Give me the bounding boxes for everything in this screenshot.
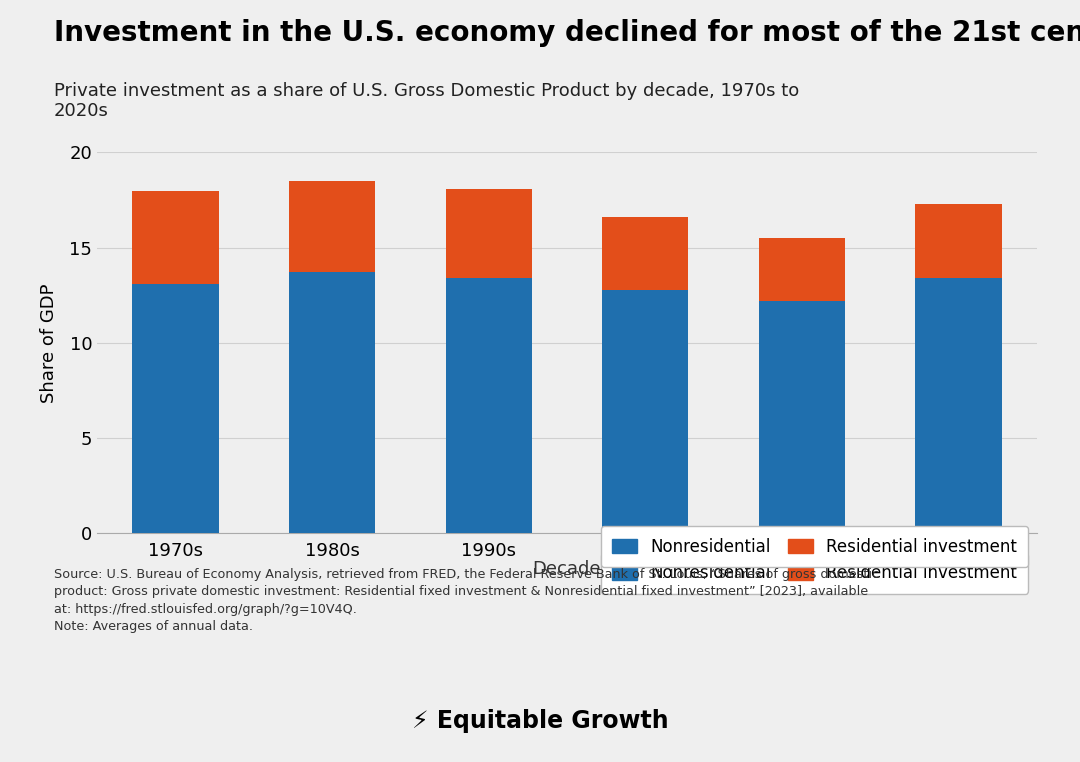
Text: ⚡ Equitable Growth: ⚡ Equitable Growth bbox=[411, 709, 669, 733]
Bar bbox=[289, 272, 375, 533]
Text: Private investment as a share of U.S. Gross Domestic Product by decade, 1970s to: Private investment as a share of U.S. Gr… bbox=[54, 82, 799, 120]
Legend: Nonresidential, Residential investment: Nonresidential, Residential investment bbox=[600, 552, 1028, 594]
Y-axis label: Share of GDP: Share of GDP bbox=[40, 283, 58, 402]
Text: Decade: Decade bbox=[532, 560, 602, 578]
Bar bbox=[603, 217, 688, 290]
Bar bbox=[759, 301, 845, 533]
Text: Investment in the U.S. economy declined for most of the 21st century: Investment in the U.S. economy declined … bbox=[54, 19, 1080, 47]
Bar bbox=[603, 290, 688, 533]
Bar bbox=[759, 238, 845, 301]
Bar bbox=[133, 190, 218, 284]
Bar bbox=[289, 181, 375, 272]
Bar bbox=[446, 278, 531, 533]
Bar bbox=[133, 284, 218, 533]
Bar bbox=[916, 204, 1001, 278]
Text: Source: U.S. Bureau of Economy Analysis, retrieved from FRED, the Federal Reserv: Source: U.S. Bureau of Economy Analysis,… bbox=[54, 568, 879, 633]
Legend: Nonresidential, Residential investment: Nonresidential, Residential investment bbox=[600, 526, 1028, 568]
Bar bbox=[916, 278, 1001, 533]
Bar bbox=[446, 189, 531, 278]
